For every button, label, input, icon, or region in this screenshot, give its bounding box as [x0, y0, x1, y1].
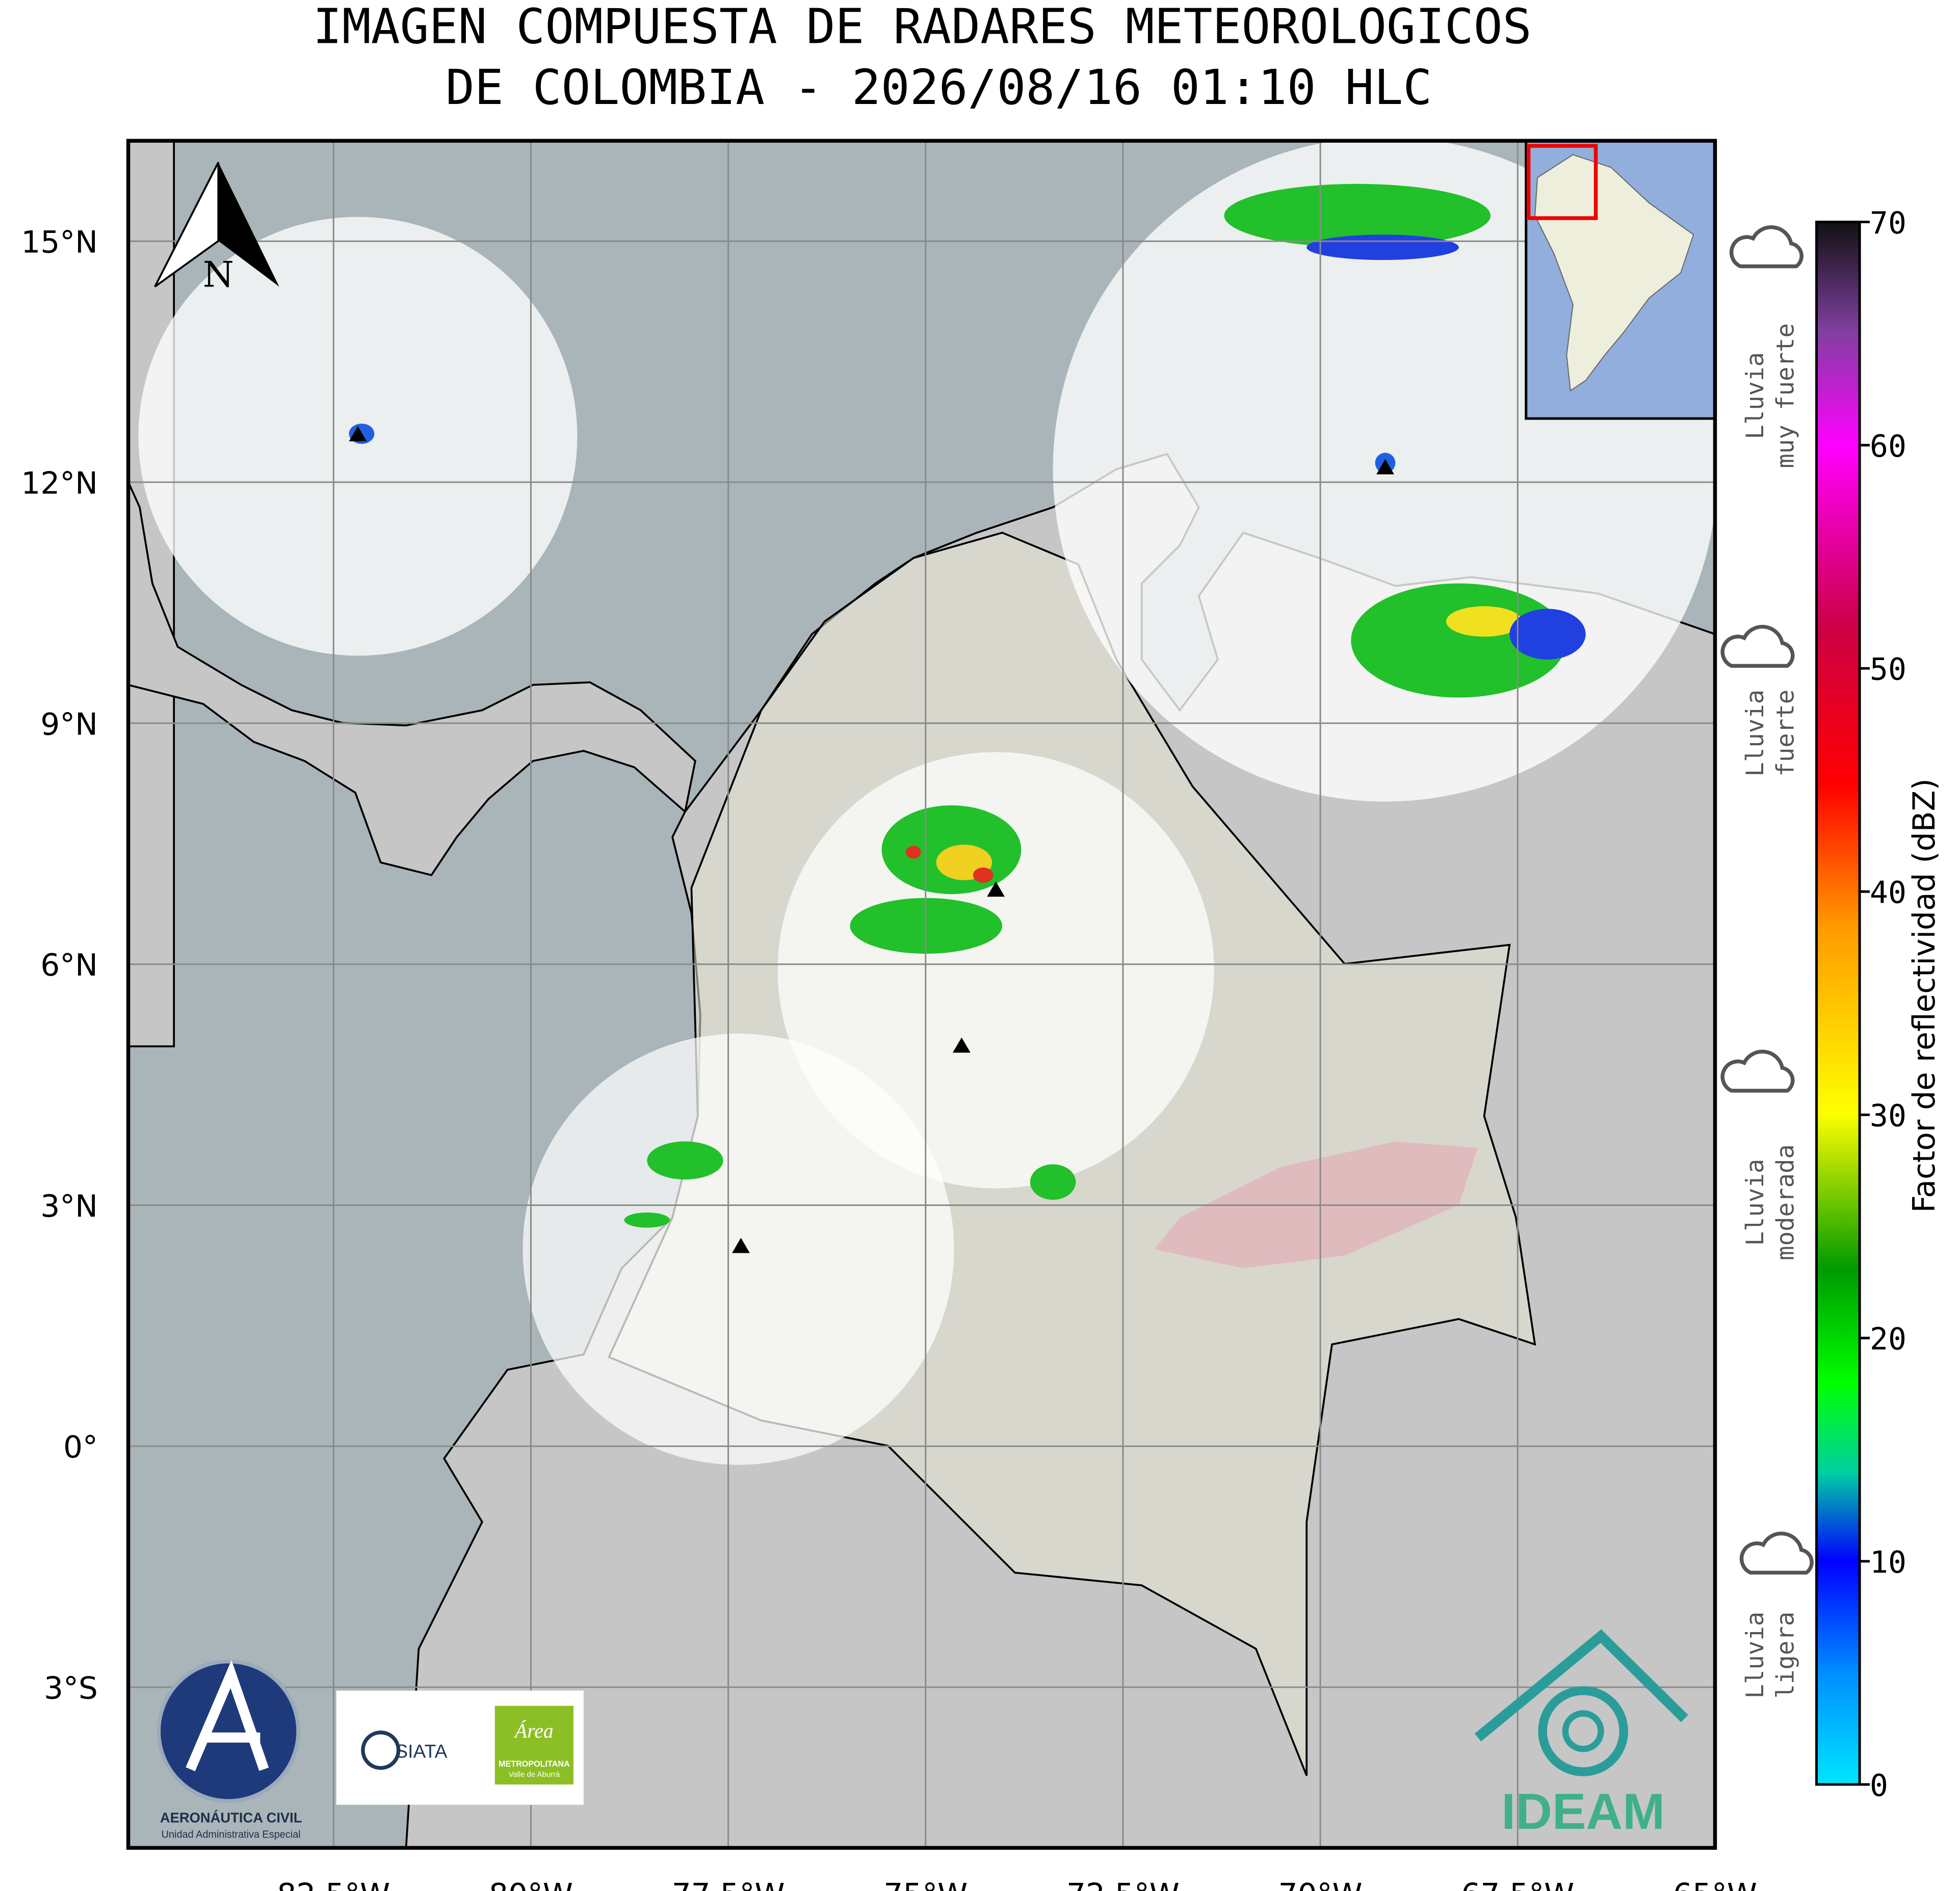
map-frame: [126, 139, 1717, 1850]
title-line: IMAGEN COMPUESTA DE RADARES METEOROLOGIC…: [313, 0, 1532, 55]
x-tick-label: 65°W: [1673, 1877, 1757, 1891]
rain-class-label: ligera: [1772, 1612, 1800, 1699]
colorbar-tick-label: 10: [1870, 1545, 1906, 1580]
colorbar-tick-label: 20: [1870, 1322, 1906, 1357]
logo-text: Área: [513, 1720, 554, 1742]
x-tick-label: 80°W: [489, 1877, 573, 1891]
x-tick-label: 67.5°W: [1461, 1877, 1574, 1891]
x-tick-label: 82.5°W: [277, 1877, 390, 1891]
x-tick-label: 77.5°W: [672, 1877, 785, 1891]
colorbar-tick-label: 30: [1870, 1099, 1906, 1134]
rain-class-label: Lluvia: [1741, 690, 1769, 777]
colorbar-label: Factor de reflectividad (dBZ): [1907, 778, 1942, 1213]
logo-text: SIATA: [395, 1741, 447, 1762]
y-tick-label: 3°N: [40, 1189, 98, 1224]
y-tick-label: 6°N: [40, 948, 98, 983]
y-tick-label: 9°N: [40, 707, 98, 742]
logo-text: AERONÁUTICA CIVIL: [160, 1810, 302, 1826]
x-tick-label: 75°W: [883, 1877, 968, 1891]
x-tick-label: 72.5°W: [1066, 1877, 1180, 1891]
y-tick-label: 12°N: [21, 466, 97, 501]
colorbar-ticks: 0 10 20 30 40 50 60 70: [1860, 206, 1906, 1803]
colorbar-tick-label: 0: [1870, 1768, 1888, 1803]
colorbar-tick-label: 70: [1870, 206, 1906, 241]
rain-class-label: fuerte: [1772, 690, 1800, 777]
logo-text: Valle de Aburrá: [508, 1770, 560, 1779]
colorbar-tick-label: 60: [1870, 429, 1906, 464]
grid: [128, 141, 1715, 1848]
y-tick-label: 15°N: [21, 225, 97, 260]
logo-text: Unidad Administrativa Especial: [162, 1829, 301, 1840]
rain-class-label: Lluvia: [1741, 1159, 1769, 1246]
colorbar: [1815, 220, 1861, 1786]
title-line: DE COLOMBIA - 2026/08/16 01:10 HLC: [446, 60, 1432, 116]
y-tick-label: 3°S: [44, 1671, 98, 1706]
x-tick-label: 70°W: [1278, 1877, 1363, 1891]
rain-class-label: Lluvia: [1741, 1612, 1769, 1699]
rain-class-label: Lluvia: [1741, 352, 1769, 439]
map-body: N AERONÁUTICA CIVIL Unidad Administrativ…: [128, 141, 1715, 1848]
land: [128, 481, 696, 877]
logos: AERONÁUTICA CIVIL Unidad Administrativa …: [156, 1629, 1688, 1840]
colorbar-tick-label: 40: [1870, 876, 1906, 911]
logo-text: METROPOLITANA: [499, 1759, 570, 1769]
logo-text: IDEAM: [1501, 1783, 1665, 1840]
rain-icons: [1720, 225, 1814, 1575]
colorbar-tick-label: 50: [1870, 652, 1906, 688]
rain-class-label: moderada: [1772, 1144, 1800, 1260]
inset-map: [1525, 141, 1715, 420]
y-tick-label: 0°: [63, 1430, 98, 1465]
radar-sites: [349, 426, 1394, 1253]
axis-labels: 82.5°W 80°W 77.5°W 75°W 72.5°W 70°W 67.5°W 65°W…: [21, 225, 1757, 1891]
north-label: N: [203, 254, 234, 295]
rain-class-label: muy fuerte: [1772, 323, 1800, 468]
